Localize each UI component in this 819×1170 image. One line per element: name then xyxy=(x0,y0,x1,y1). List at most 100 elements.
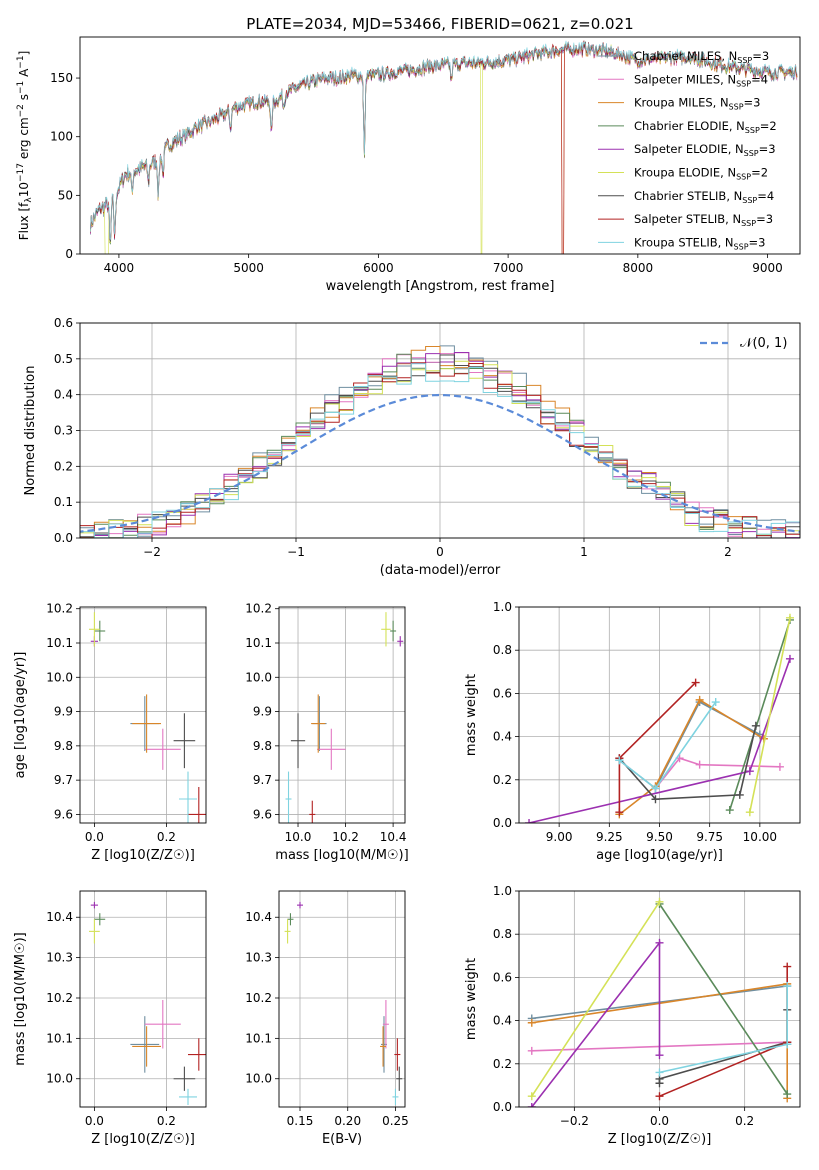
weight-marker-chabrier-stelib xyxy=(751,721,760,730)
massweight-vs-age-y-axis-label: mass weight xyxy=(464,674,479,756)
y-label-part: 10 xyxy=(17,182,31,197)
massweight-vs-age-x-axis-label: age [log10(age/yr)] xyxy=(596,848,723,863)
x-tick-label: 5000 xyxy=(233,261,264,275)
legend-text: Chabrier ELODIE, N xyxy=(634,119,745,133)
legend-text: Kroupa STELIB, N xyxy=(634,235,734,249)
x-tick-label: −1 xyxy=(287,545,305,559)
y-tick-label: 10.4 xyxy=(46,910,73,924)
legend-text: Salpeter STELIB, N xyxy=(634,212,741,226)
y-tick-label: 9.7 xyxy=(253,773,272,787)
spectrum-x-axis-label: wavelength [Angstrom, rest frame] xyxy=(326,279,555,294)
legend-tail: =3 xyxy=(759,142,776,156)
y-tick-label: 1.0 xyxy=(493,884,512,898)
x-tick-label: 0 xyxy=(436,545,444,559)
y-tick-label: 10.2 xyxy=(245,991,272,1005)
y-tick-label: 150 xyxy=(50,71,73,85)
x-tick-label: 10.2 xyxy=(332,830,359,844)
legend-tail: =4 xyxy=(751,72,768,86)
weight-line-chabrier-elodie xyxy=(729,619,791,811)
weight-marker-kroupa-stelib xyxy=(711,698,720,707)
y-tick-label: 10.1 xyxy=(46,1031,73,1045)
legend-entry-chabrier-elodie: Chabrier ELODIE, NSSP=2 xyxy=(634,119,777,135)
y-label-part: s xyxy=(17,94,31,104)
panel-residual-histogram: −2 −1 0 1 2 0.0 0.1 0.2 0.3 0.4 0.5 0.6 (data-model)… xyxy=(23,316,801,578)
y-tick-label: 0.8 xyxy=(493,643,512,657)
legend-entry-salpeter-stelib: Salpeter STELIB, NSSP=3 xyxy=(634,212,773,228)
legend-sub: SSP xyxy=(741,219,756,228)
y-tick-label: 9.7 xyxy=(54,773,73,787)
legend-entry-chabrier-miles: Chabrier MILES, NSSP=3 xyxy=(634,49,769,65)
gaussian-curve xyxy=(80,393,800,533)
panel-mass-vs-Z: 0.0 0.2 10.0 10.1 10.2 10.3 10.4 Z [log10(Z/Z☉)… xyxy=(13,890,207,1147)
weight-line-kroupa-elodie xyxy=(531,901,661,1097)
y-tick-label: 0.4 xyxy=(493,1014,512,1028)
weight-marker-kroupa-stelib xyxy=(783,982,792,991)
x-tick-label: 0.20 xyxy=(334,1114,361,1128)
weight-line-chabrier-stelib xyxy=(618,725,757,801)
y-tick-label: 10.3 xyxy=(46,951,73,965)
errorbar-chabrier-stelib xyxy=(173,713,196,769)
weight-marker-salpeter-elodie xyxy=(745,767,754,776)
x-tick-label: 0.0 xyxy=(650,1114,669,1128)
weight-line-kroupa-elodie xyxy=(749,617,791,813)
errorbar-kroupa-stelib xyxy=(392,1088,399,1105)
legend-tail: =2 xyxy=(760,119,777,133)
weight-marker-kroupa-stelib xyxy=(783,1040,792,1049)
weight-line-kroupa-miles xyxy=(618,698,765,816)
legend-entry-kroupa-elodie: Kroupa ELODIE, NSSP=2 xyxy=(634,166,768,182)
massweight-vs-Z-y-axis-label: mass weight xyxy=(464,958,479,1040)
errorbar-chabrier-stelib xyxy=(290,713,306,769)
legend-text: Salpeter MILES, N xyxy=(634,72,736,86)
y-label-part: −1 xyxy=(16,81,26,94)
legend-sub: SSP xyxy=(736,79,751,88)
weight-marker-chabrier-elodie xyxy=(725,806,734,815)
errorbar-salpeter-stelib xyxy=(188,1038,206,1071)
y-tick-label: 0.8 xyxy=(493,927,512,941)
axes-frame xyxy=(79,36,801,255)
legend-entry-salpeter-miles: Salpeter MILES, NSSP=4 xyxy=(634,72,768,88)
errorbar-kroupa-miles xyxy=(132,1026,161,1067)
weight-line-chabrier-elodie xyxy=(658,903,788,1095)
panel-mass-vs-EBV: 0.15 0.20 0.25 10.0 10.1 10.2 10.3 10.4 E(B-V) xyxy=(245,890,409,1147)
errorbar-salpeter-miles xyxy=(317,728,346,770)
errorbar-kroupa-stelib xyxy=(179,1088,197,1105)
legend-tail: =3 xyxy=(744,96,761,110)
errorbar-chabrier-elodie xyxy=(94,913,106,926)
errorbar-kroupa-miles xyxy=(132,694,161,753)
legend-tail: =3 xyxy=(752,49,769,63)
weight-marker-salpeter-stelib xyxy=(783,962,792,971)
weight-marker-salpeter-elodie xyxy=(655,1051,664,1060)
weight-marker-salpeter-elodie xyxy=(525,819,534,823)
panel-age-vs-Z: 0.0 0.2 9.6 9.7 9.8 9.9 10.0 10.1 10.2 Z [log10(Z… xyxy=(13,602,207,863)
weight-marker-kroupa-stelib xyxy=(615,756,624,765)
mass-vs-Z-x-axis-label: Z [log10(Z/Z☉)] xyxy=(91,1132,195,1147)
x-tick-label: −0.2 xyxy=(560,1114,589,1128)
y-tick-label: 0.2 xyxy=(493,1057,512,1071)
axes-frame xyxy=(278,890,406,1108)
legend-sub: SSP xyxy=(742,196,757,205)
weight-marker-chabrier-elodie xyxy=(783,1090,792,1099)
legend-sub: SSP xyxy=(736,173,751,182)
errorbar-salpeter-stelib xyxy=(309,800,316,823)
plot-area xyxy=(527,897,792,1107)
weight-marker-kroupa-miles xyxy=(527,1018,536,1027)
y-tick-label: 0.1 xyxy=(54,495,73,509)
weight-line-salpeter-miles xyxy=(654,757,780,789)
y-label-part: erg cm xyxy=(17,117,31,163)
weight-marker-chabrier-stelib xyxy=(651,795,660,804)
x-tick-label: 9000 xyxy=(752,261,783,275)
weight-marker-salpeter-stelib xyxy=(655,1092,664,1101)
y-tick-label: 9.8 xyxy=(253,739,272,753)
axes-frame xyxy=(278,606,406,824)
errorbar-chabrier-stelib xyxy=(173,1066,196,1091)
x-tick-label: 1 xyxy=(580,545,588,559)
axes-frame xyxy=(79,322,801,539)
y-tick-label: 9.8 xyxy=(54,739,73,753)
x-tick-label: 6000 xyxy=(363,261,394,275)
x-tick-label: 10.0 xyxy=(285,830,312,844)
x-tick-label: 0.25 xyxy=(382,1114,409,1128)
legend-text: Salpeter ELODIE, N xyxy=(634,142,744,156)
legend-entry-gaussian: 𝒩(0, 1) xyxy=(740,336,787,351)
errorbar-salpeter-stelib xyxy=(394,1038,401,1071)
